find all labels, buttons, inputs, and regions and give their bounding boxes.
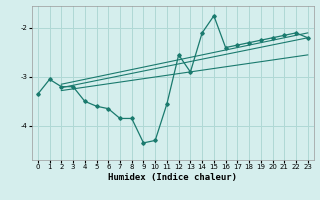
X-axis label: Humidex (Indice chaleur): Humidex (Indice chaleur): [108, 173, 237, 182]
